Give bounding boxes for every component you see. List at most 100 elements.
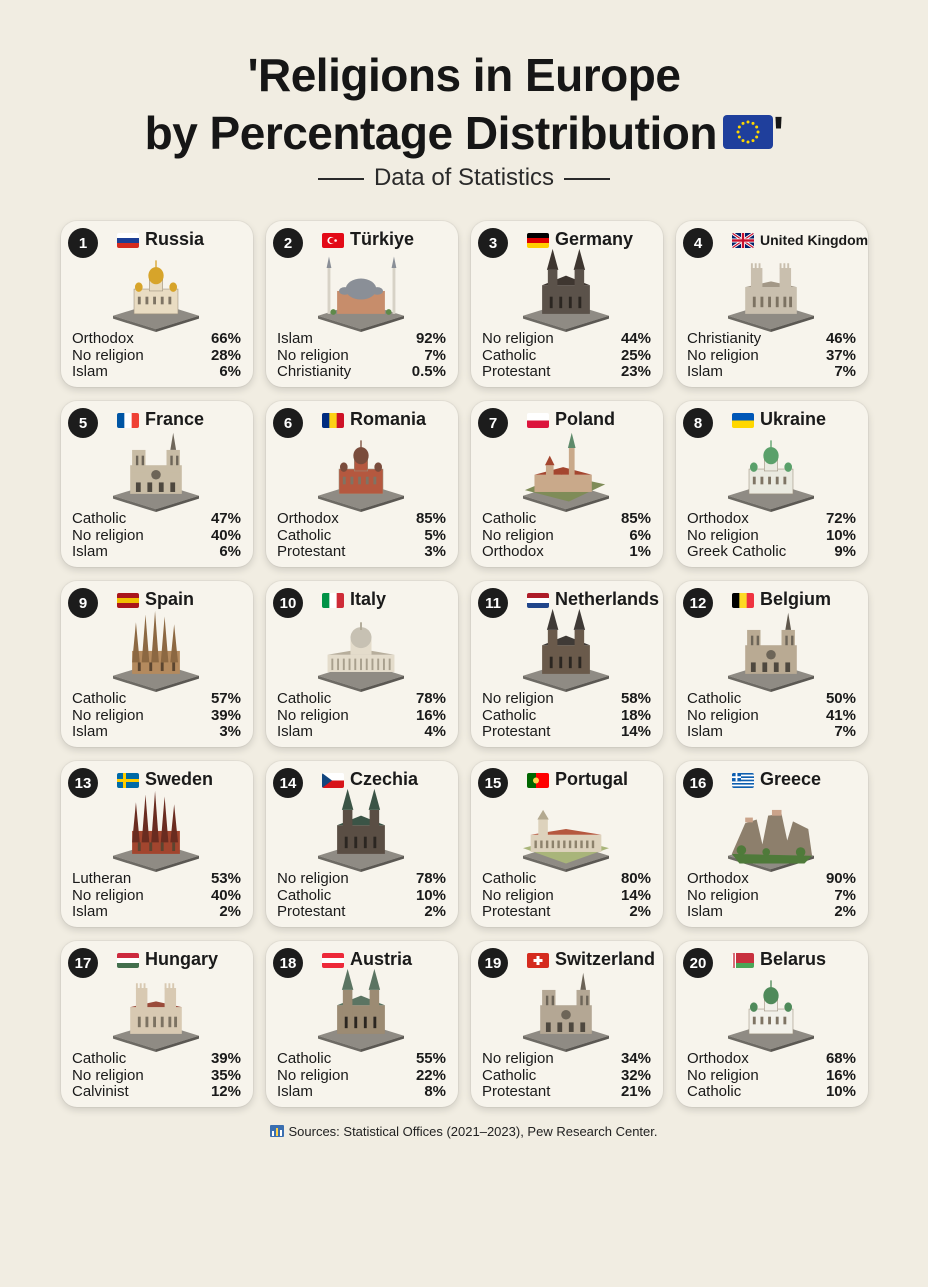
- rank-badge: 6: [273, 408, 303, 438]
- religion-label: Protestant: [277, 903, 346, 920]
- eu-flag-icon: [722, 114, 773, 149]
- religion-list: No religion 34% Catholic 32% Protestant 21%: [482, 1050, 651, 1101]
- religion-percent: 1%: [629, 543, 651, 560]
- country-name: Belgium: [760, 589, 832, 609]
- rank-badge: 7: [478, 408, 508, 438]
- religion-row: No religion 41%: [687, 706, 856, 725]
- religion-label: Orthodox: [482, 543, 544, 560]
- religion-row: Protestant 21%: [482, 1083, 651, 1101]
- country-name: United Kingdom: [760, 232, 868, 248]
- religion-row: Islam 3%: [72, 723, 241, 741]
- country-card: 10 Italy Catholic 78% No religion 16% Islam 4…: [266, 581, 458, 747]
- country-card: 11 Netherlands No religion 58% Catholic 18%…: [471, 581, 663, 747]
- religion-row: No religion 44%: [482, 330, 651, 348]
- religion-row: Protestant 23%: [482, 363, 651, 381]
- religion-percent: 7%: [834, 363, 856, 380]
- religion-percent: 58%: [620, 690, 651, 707]
- religion-label: No religion: [687, 1066, 759, 1084]
- religion-percent: 78%: [415, 690, 446, 707]
- religion-row: Orthodox 66%: [72, 330, 241, 348]
- country-card: 5 France Catholic 47% No religion 40% Islam 6…: [61, 401, 253, 567]
- religion-row: No religion 58%: [482, 690, 651, 708]
- flag-icon: [527, 773, 549, 788]
- religion-percent: 22%: [415, 1066, 446, 1084]
- religion-list: Catholic 39% No religion 35% Calvinist 12%: [72, 1050, 241, 1101]
- subtitle: Data of Statistics: [0, 164, 928, 192]
- religion-row: Catholic 18%: [482, 707, 651, 725]
- religion-percent: 16%: [825, 1066, 856, 1084]
- landmark-icon: [306, 607, 416, 693]
- religion-list: Catholic 85% No religion 6% Orthodox 1%: [482, 510, 651, 561]
- religion-label: No religion: [72, 886, 144, 904]
- religion-row: Catholic 32%: [482, 1066, 651, 1085]
- religion-row: No religion 22%: [277, 1066, 446, 1085]
- country-name: Sweden: [145, 769, 214, 789]
- religion-row: Lutheran 53%: [72, 870, 241, 888]
- religion-percent: 10%: [825, 526, 856, 544]
- religion-row: Catholic 10%: [687, 1083, 856, 1101]
- religion-row: Orthodox 72%: [687, 510, 856, 528]
- religion-list: Catholic 55% No religion 22% Islam 8%: [277, 1050, 446, 1101]
- religion-list: No religion 44% Catholic 25% Protestant 23%: [482, 330, 651, 381]
- religion-list: No religion 78% Catholic 10% Protestant 2%: [277, 870, 446, 921]
- religion-label: Orthodox: [72, 330, 134, 347]
- country-name: Greece: [760, 769, 822, 789]
- religion-row: Catholic 80%: [482, 870, 651, 888]
- bar-chart-icon: [270, 1125, 285, 1137]
- religion-label: Islam: [72, 723, 108, 740]
- religion-row: No religion 39%: [72, 707, 241, 725]
- religion-list: Catholic 47% No religion 40% Islam 6%: [72, 510, 241, 561]
- religion-label: Catholic: [482, 510, 537, 527]
- rank-badge: 8: [683, 408, 713, 438]
- rank-badge: 1: [68, 228, 98, 258]
- flag-icon: [527, 953, 549, 968]
- religion-row: No religion 28%: [72, 346, 241, 365]
- religion-label: Protestant: [482, 723, 551, 740]
- religion-label: No religion: [687, 706, 759, 724]
- rank-badge: 2: [273, 228, 303, 258]
- religion-label: No religion: [72, 346, 144, 364]
- religion-label: Catholic: [277, 1050, 332, 1067]
- rank-badge: 16: [683, 768, 713, 798]
- religion-percent: 92%: [415, 330, 446, 347]
- flag-icon: [732, 773, 754, 788]
- religion-label: No religion: [687, 526, 759, 544]
- footer: Sources: Statistical Offices (2021–2023)…: [0, 1124, 928, 1139]
- religion-percent: 14%: [620, 886, 651, 904]
- religion-row: Catholic 85%: [482, 510, 651, 528]
- religion-label: No religion: [277, 346, 349, 364]
- religion-row: Catholic 25%: [482, 347, 651, 365]
- religion-label: Protestant: [482, 1083, 551, 1100]
- religion-row: Catholic 39%: [72, 1050, 241, 1068]
- religion-label: Islam: [72, 903, 108, 920]
- country-name: Belarus: [760, 949, 827, 969]
- landmark-icon: [716, 607, 826, 693]
- landmark-icon: [511, 607, 621, 693]
- country-card: 20 Belarus Orthodox 68% No religion 16% Cath…: [676, 941, 868, 1107]
- rank-badge: 15: [478, 768, 508, 798]
- landmark-icon: [306, 427, 416, 513]
- landmark-icon: [511, 787, 621, 873]
- flag-icon: [732, 413, 754, 428]
- flag-icon: [527, 233, 549, 248]
- flag-icon: [732, 233, 754, 248]
- country-card: 2 Türkiye Islam 92% No religion 7% Christian…: [266, 221, 458, 387]
- landmark-icon: [716, 247, 826, 333]
- flag-icon: [322, 413, 344, 428]
- religion-percent: 80%: [620, 870, 651, 887]
- country-name: Russia: [145, 229, 205, 249]
- country-name: France: [145, 409, 205, 429]
- religion-percent: 32%: [620, 1066, 651, 1084]
- religion-label: Islam: [687, 363, 723, 380]
- religion-percent: 0.5%: [411, 363, 446, 380]
- religion-row: Christianity 0.5%: [277, 363, 446, 381]
- religion-percent: 2%: [834, 903, 856, 920]
- religion-row: Islam 4%: [277, 723, 446, 741]
- religion-percent: 6%: [219, 543, 241, 560]
- subtitle-dash-left: [317, 177, 364, 180]
- religion-percent: 8%: [424, 1083, 446, 1100]
- religion-label: Catholic: [277, 886, 332, 904]
- landmark-icon: [306, 787, 416, 873]
- religion-row: Catholic 55%: [277, 1050, 446, 1068]
- flag-icon: [322, 233, 344, 248]
